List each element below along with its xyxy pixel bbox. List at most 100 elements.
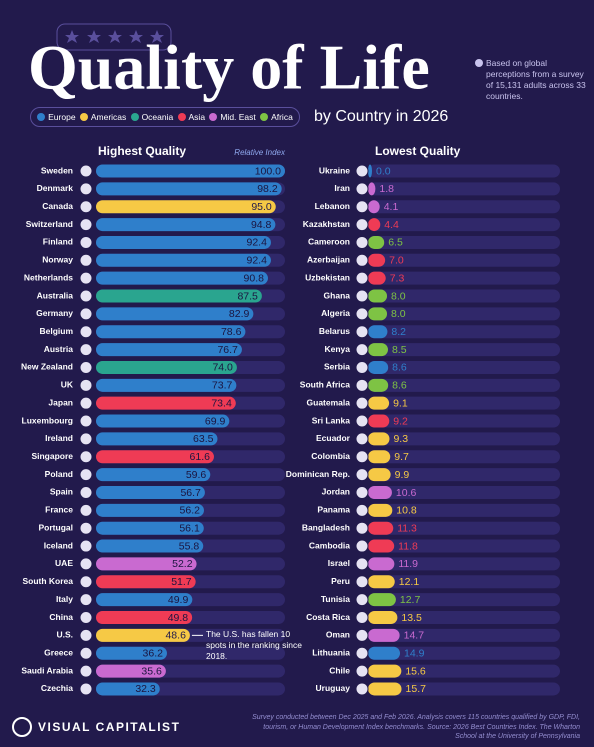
- category-label: New Zealand: [21, 362, 73, 372]
- legend-label: Americas: [90, 112, 127, 122]
- flag: [355, 182, 369, 196]
- category-label: China: [49, 612, 73, 622]
- category-label: Panama: [317, 505, 350, 515]
- value-label: 4.1: [384, 201, 399, 213]
- category-label: Iran: [334, 183, 350, 193]
- legend-label: Asia: [188, 112, 206, 122]
- value-label: 51.7: [171, 576, 192, 588]
- legend-swatch: [209, 113, 218, 121]
- bar-track: [368, 468, 560, 482]
- bar: [368, 289, 388, 303]
- value-label: 9.1: [393, 397, 408, 409]
- category-label: Norway: [42, 255, 73, 265]
- value-label: 48.6: [165, 630, 186, 642]
- value-label: 12.1: [399, 576, 420, 588]
- category-label: Uzbekistan: [305, 272, 350, 282]
- category-label: Azerbaijan: [307, 255, 350, 265]
- flag: [355, 611, 369, 624]
- bar: [368, 325, 388, 339]
- legend-swatch: [260, 113, 269, 121]
- value-label: 8.2: [391, 326, 406, 338]
- bar-track: [368, 182, 560, 196]
- axis-subtitle: Relative Index: [234, 148, 286, 157]
- legend-item: Europe: [37, 112, 76, 122]
- flag: [355, 432, 369, 446]
- bar-track: [368, 611, 560, 624]
- bar-track: [368, 628, 560, 642]
- title: Quality of Life: [28, 32, 430, 103]
- value-label: 82.9: [229, 308, 250, 320]
- panel-title: Highest Quality: [98, 144, 186, 158]
- value-label: 100.0: [255, 165, 281, 177]
- value-label: 69.9: [205, 415, 226, 427]
- value-label: 56.7: [180, 487, 201, 499]
- category-label: Algeria: [321, 308, 350, 318]
- category-label: Kenya: [324, 344, 350, 354]
- bar-track: [368, 396, 560, 410]
- bar: [368, 414, 390, 428]
- category-label: Costa Rica: [306, 612, 350, 622]
- subtitle: by Country in 2026: [314, 108, 448, 125]
- brand-logo: [12, 717, 32, 737]
- flag: [79, 628, 93, 642]
- bar: [96, 432, 218, 446]
- category-label: Chile: [329, 665, 350, 675]
- flag: [355, 289, 369, 303]
- value-label: 8.5: [392, 344, 407, 356]
- flag: [355, 450, 369, 464]
- category-label: Ukraine: [319, 165, 350, 175]
- bar: [96, 414, 230, 428]
- value-label: 63.5: [193, 433, 214, 445]
- flag: [355, 343, 369, 357]
- flag: [79, 664, 93, 678]
- category-label: Sweden: [41, 165, 73, 175]
- category-label: Luxembourg: [22, 415, 73, 425]
- annotation: The U.S. has fallen 10 spots in the rank…: [206, 629, 302, 661]
- flag: [79, 450, 93, 464]
- bar: [96, 218, 276, 232]
- value-label: 36.2: [143, 648, 164, 660]
- value-label: 92.4: [247, 237, 268, 249]
- flag: [355, 378, 369, 392]
- bar: [96, 325, 246, 339]
- flag: [79, 164, 93, 178]
- flag: [79, 360, 93, 374]
- category-label: Ireland: [45, 433, 73, 443]
- value-label: 59.6: [186, 469, 207, 481]
- flag: [355, 682, 369, 696]
- value-label: 9.3: [393, 433, 408, 445]
- flag: [355, 396, 369, 410]
- bar: [96, 646, 167, 660]
- bar: [96, 396, 236, 410]
- value-label: 95.0: [251, 201, 272, 213]
- flag: [79, 682, 93, 696]
- bar-track: [368, 664, 560, 678]
- bar: [368, 271, 386, 285]
- bar: [96, 468, 211, 482]
- bar-track: [368, 593, 560, 607]
- category-label: Greece: [44, 647, 73, 657]
- value-label: 49.8: [168, 612, 189, 624]
- value-label: 32.3: [135, 683, 156, 695]
- value-label: 14.7: [404, 630, 425, 642]
- flag: [79, 593, 93, 607]
- category-label: Portugal: [39, 522, 73, 532]
- category-label: Singapore: [31, 451, 73, 461]
- flag: [355, 414, 369, 428]
- legend-swatch: [130, 113, 139, 121]
- value-label: 9.9: [395, 469, 410, 481]
- category-label: Lebanon: [315, 201, 350, 211]
- flag: [355, 593, 369, 607]
- bar: [368, 235, 385, 249]
- flag: [79, 325, 93, 339]
- bar: [368, 218, 381, 232]
- panel-title: Lowest Quality: [375, 144, 461, 158]
- bar: [96, 271, 268, 285]
- category-label: Ecuador: [316, 433, 351, 443]
- bar: [368, 432, 390, 446]
- flag: [79, 235, 93, 249]
- flag: [79, 539, 93, 553]
- category-label: Lithuania: [312, 647, 350, 657]
- flag: [355, 664, 369, 678]
